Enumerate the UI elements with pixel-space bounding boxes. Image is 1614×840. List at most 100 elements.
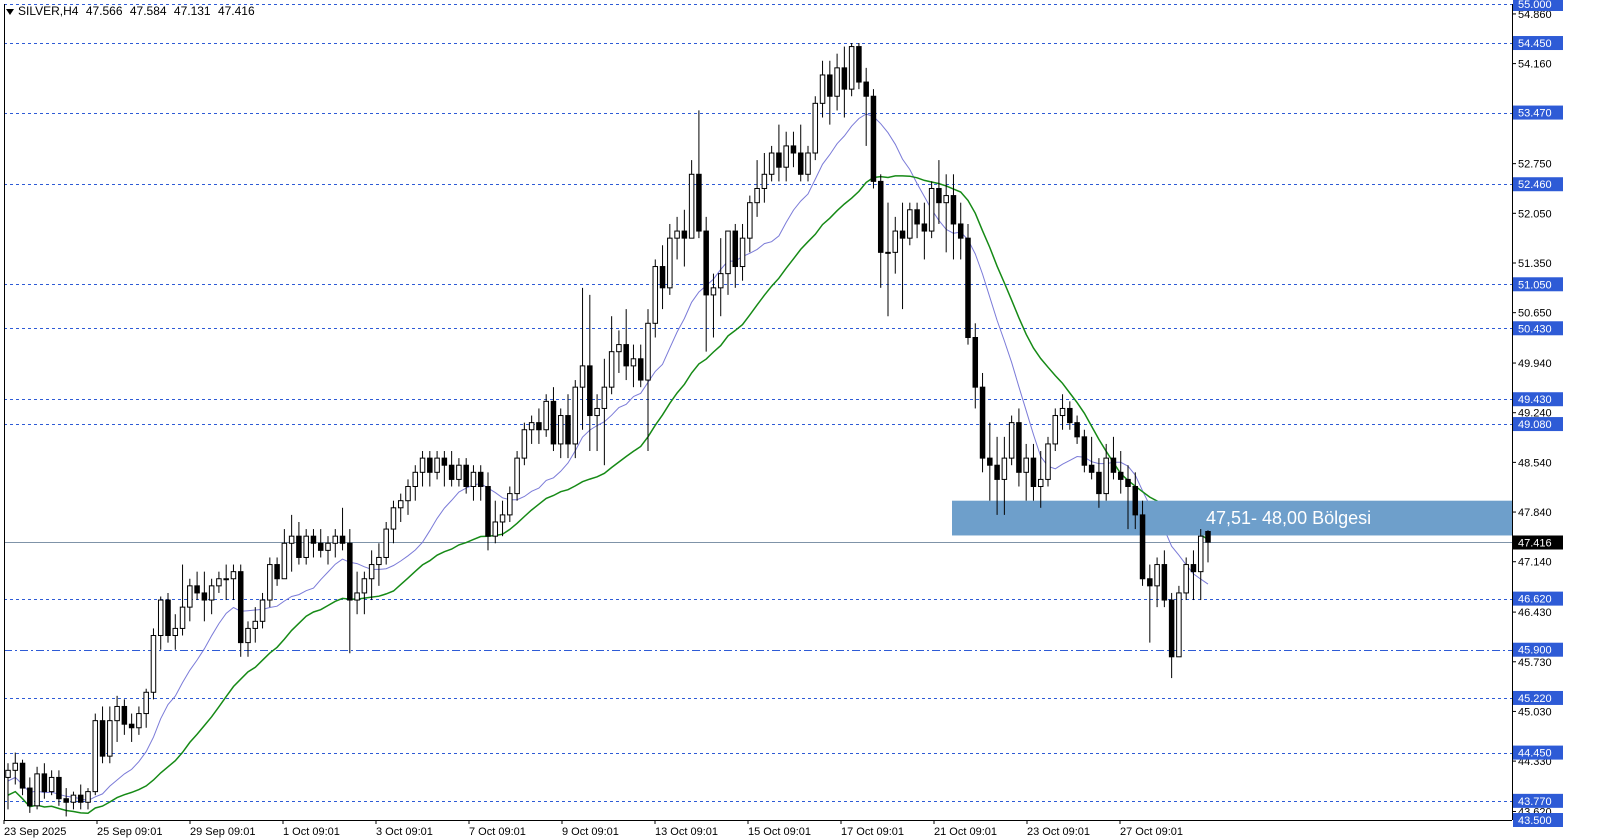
candle: [776, 152, 782, 168]
candle: [841, 67, 848, 90]
dropdown-triangle-icon[interactable]: [6, 8, 14, 15]
candle: [85, 791, 91, 803]
candle: [477, 471, 484, 488]
x-tick-label: 17 Oct 09:01: [841, 826, 904, 838]
candle: [172, 627, 179, 637]
level-label-box: [1513, 813, 1563, 827]
candle: [834, 67, 840, 97]
candle: [1132, 486, 1139, 516]
symbol-label: SILVER,H4: [18, 4, 79, 18]
candle: [376, 556, 382, 566]
level-label: 45.220: [1518, 693, 1552, 705]
candle: [637, 358, 644, 381]
candle: [507, 493, 513, 516]
candle: [48, 776, 55, 793]
candle: [957, 223, 964, 239]
candle: [1110, 457, 1117, 473]
level-label-box: [1513, 417, 1563, 432]
candle: [63, 798, 69, 803]
level-label-box: [1513, 745, 1563, 760]
candle: [1081, 436, 1088, 466]
candle: [877, 180, 884, 253]
level-label: 46.620: [1518, 594, 1552, 606]
level-label: 51.050: [1518, 279, 1552, 291]
candle: [99, 720, 106, 757]
close-value: 47.416: [217, 4, 255, 18]
candle: [492, 521, 499, 537]
candle: [907, 209, 913, 239]
ma-fast-line: [7, 113, 1209, 802]
candle: [754, 187, 760, 204]
candle: [448, 464, 455, 480]
candle: [870, 95, 877, 182]
candle: [383, 528, 389, 558]
candle: [594, 407, 600, 417]
x-tick-label: 13 Oct 09:01: [655, 826, 718, 838]
candle: [863, 81, 869, 97]
candle: [412, 471, 419, 488]
candle: [1197, 535, 1204, 573]
candle: [223, 578, 229, 581]
candle: [12, 762, 19, 771]
y-tick-label: 48.540: [1518, 457, 1552, 469]
x-tick-label: 25 Sep 09:01: [97, 826, 162, 838]
candle: [27, 787, 33, 807]
candle: [587, 365, 593, 417]
y-tick-label: 49.240: [1518, 408, 1552, 420]
candle: [703, 230, 709, 296]
candle: [157, 599, 164, 637]
candle: [332, 535, 339, 544]
candle: [397, 500, 404, 509]
candle: [914, 209, 920, 225]
candle: [1074, 422, 1080, 438]
candle: [732, 230, 739, 268]
x-tick-label: 1 Oct 09:01: [283, 826, 340, 838]
candle: [121, 705, 128, 725]
candle: [528, 422, 535, 431]
candle: [1139, 514, 1146, 580]
candle: [194, 585, 200, 594]
zone-rect: [952, 500, 1512, 536]
candle: [1001, 457, 1008, 480]
candle: [928, 187, 935, 232]
candle: [572, 386, 579, 445]
candle: [456, 464, 462, 480]
candle: [543, 400, 549, 431]
candle: [1088, 464, 1095, 473]
candle: [128, 723, 135, 729]
candle: [565, 415, 571, 445]
candle: [56, 776, 62, 800]
candle: [92, 720, 99, 793]
candle: [1059, 407, 1066, 417]
candle: [856, 46, 862, 83]
y-tick-label: 51.350: [1518, 258, 1552, 270]
candle: [237, 571, 244, 644]
candle: [361, 578, 368, 594]
level-label: 49.430: [1518, 394, 1552, 406]
candle: [965, 237, 971, 338]
candle: [1161, 564, 1168, 601]
y-tick-label: 50.650: [1518, 308, 1552, 320]
candle: [41, 773, 48, 793]
level-label: 43.500: [1518, 815, 1552, 827]
candle: [419, 457, 426, 473]
candle: [252, 620, 259, 629]
candle: [688, 173, 695, 239]
candle: [114, 705, 120, 722]
x-tick-label: 23 Sep 2025: [4, 826, 66, 838]
candle: [848, 46, 855, 90]
candle: [77, 794, 84, 803]
candle: [623, 344, 629, 367]
x-tick-label: 9 Oct 09:01: [562, 826, 619, 838]
candle: [943, 195, 949, 204]
candle: [303, 535, 309, 558]
candle: [470, 471, 477, 488]
level-label: 44.450: [1518, 748, 1552, 760]
candle: [921, 223, 928, 232]
y-tick-label: 54.860: [1518, 9, 1552, 21]
candle: [405, 486, 411, 502]
candle: [463, 464, 469, 488]
candle: [245, 627, 251, 644]
candle: [427, 457, 433, 473]
